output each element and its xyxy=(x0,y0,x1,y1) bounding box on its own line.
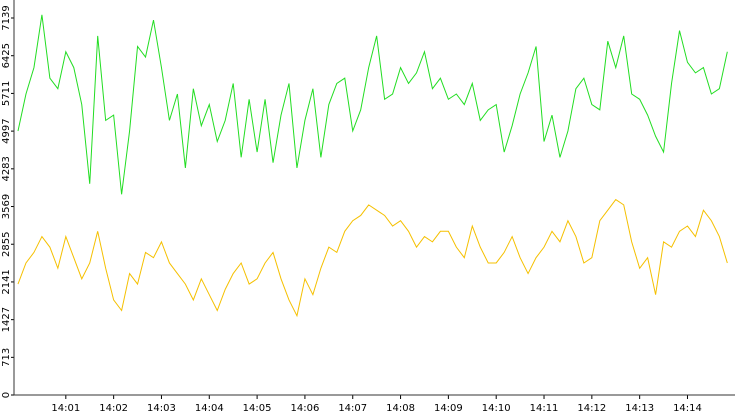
y-tick-label: 1427 xyxy=(1,307,12,332)
x-tick-label: 14:09 xyxy=(434,403,463,414)
x-tick-label: 14:13 xyxy=(625,403,654,414)
x-tick-label: 14:04 xyxy=(195,403,224,414)
x-tick-label: 14:14 xyxy=(673,403,702,414)
x-tick-label: 14:10 xyxy=(482,403,511,414)
x-tick-label: 14:11 xyxy=(530,403,559,414)
series-line xyxy=(17,198,728,318)
x-tick-label: 14:08 xyxy=(386,403,415,414)
x-tick-label: 14:07 xyxy=(338,403,367,414)
y-tick-label: 5711 xyxy=(1,81,12,106)
x-tick-label: 14:05 xyxy=(243,403,272,414)
y-tick-label: 0 xyxy=(1,392,12,398)
y-tick-label: 4997 xyxy=(1,118,12,143)
x-tick-label: 14:02 xyxy=(99,403,128,414)
series-line xyxy=(17,14,728,195)
y-tick-label: 3569 xyxy=(1,194,12,219)
x-tick-label: 14:03 xyxy=(147,403,176,414)
y-tick-label: 4283 xyxy=(1,156,12,181)
x-tick-label: 14:12 xyxy=(577,403,606,414)
y-tick-label: 7139 xyxy=(1,5,12,30)
y-tick-label: 2141 xyxy=(1,269,12,294)
x-tick-label: 14:01 xyxy=(51,403,80,414)
y-tick-label: 6425 xyxy=(1,43,12,68)
y-tick-label: 713 xyxy=(1,348,12,367)
y-tick-label: 2855 xyxy=(1,232,12,257)
x-tick-label: 14:06 xyxy=(291,403,320,414)
